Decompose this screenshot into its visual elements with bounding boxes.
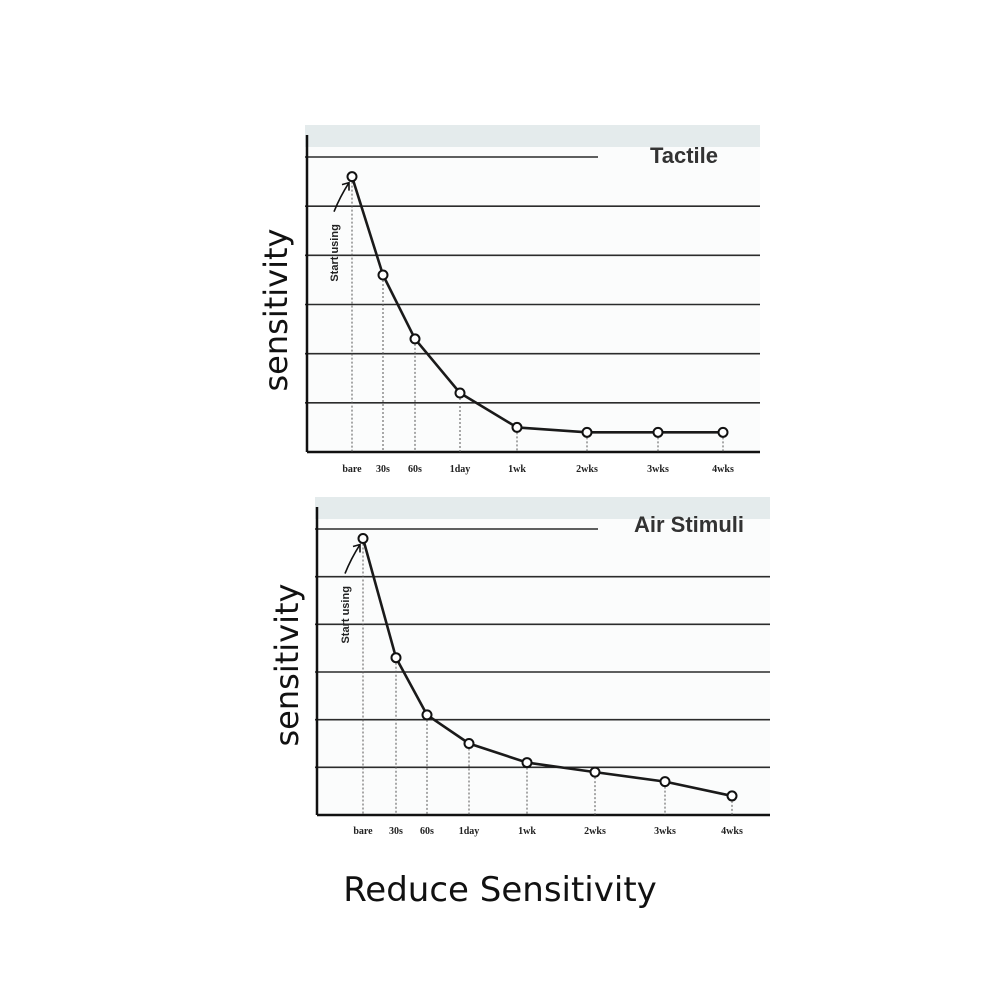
x-tick-label: 2wks xyxy=(584,826,606,837)
plot-area xyxy=(305,125,760,452)
data-point xyxy=(581,426,593,438)
data-point xyxy=(659,776,671,788)
data-point xyxy=(346,171,358,183)
chart-panel-2: bare 30s 60s 1day 1wk 2wks 3wks 4wks Air Stimuli… xyxy=(268,497,770,837)
data-point xyxy=(390,652,402,664)
x-tick-label: 2wks xyxy=(576,464,598,475)
plot-area xyxy=(315,497,770,815)
x-tick-label: 3wks xyxy=(654,826,676,837)
x-tick-label: bare xyxy=(353,826,373,837)
y-axis-label: sensitivity xyxy=(257,229,295,392)
figure-caption: Reduce Sensitivity xyxy=(343,870,657,910)
chart-title: Air Stimuli xyxy=(634,512,744,537)
x-tick-label: 30s xyxy=(389,826,403,837)
y-axis-label: sensitivity xyxy=(268,584,306,747)
series-line xyxy=(361,538,733,798)
x-tick-label: 3wks xyxy=(647,464,669,475)
x-tick-label: 60s xyxy=(420,826,434,837)
x-tick-label: 4wks xyxy=(721,826,743,837)
start-using-annotation: Start using xyxy=(340,586,352,643)
data-point xyxy=(377,269,389,281)
x-tick-label: 1wk xyxy=(518,826,536,837)
data-point xyxy=(521,757,533,769)
annotation-arrowhead xyxy=(341,181,350,191)
chart-panel-1: bare 30s 60s 1day 1wk 2wks 3wks 4wks Tactile sens… xyxy=(257,125,760,475)
data-point xyxy=(717,426,729,438)
plot-header-band xyxy=(315,497,770,519)
x-tick-label: 60s xyxy=(408,464,422,475)
x-tick-label: 4wks xyxy=(712,464,734,475)
data-point xyxy=(589,766,601,778)
plot-background xyxy=(305,147,760,452)
data-point xyxy=(463,738,475,749)
data-point xyxy=(421,709,433,721)
data-point xyxy=(652,426,664,438)
annotation-arrowhead xyxy=(352,543,361,553)
x-tick-label: 30s xyxy=(376,464,390,475)
x-tick-label: 1wk xyxy=(508,464,526,475)
data-point xyxy=(409,333,421,345)
annotation-arrow xyxy=(344,544,361,574)
x-tick-label: bare xyxy=(342,464,362,475)
data-point xyxy=(357,533,369,545)
start-using-annotation: Start using xyxy=(329,224,341,281)
data-point xyxy=(511,421,523,433)
chart-title: Tactile xyxy=(650,143,718,168)
plot-header-band xyxy=(305,125,760,147)
data-point xyxy=(726,790,738,802)
x-tick-label: 1day xyxy=(450,464,471,475)
plot-background xyxy=(315,519,770,815)
series-line xyxy=(350,176,723,434)
annotation-arrow xyxy=(333,182,350,212)
data-point xyxy=(454,387,466,399)
x-tick-label: 1day xyxy=(459,826,480,837)
